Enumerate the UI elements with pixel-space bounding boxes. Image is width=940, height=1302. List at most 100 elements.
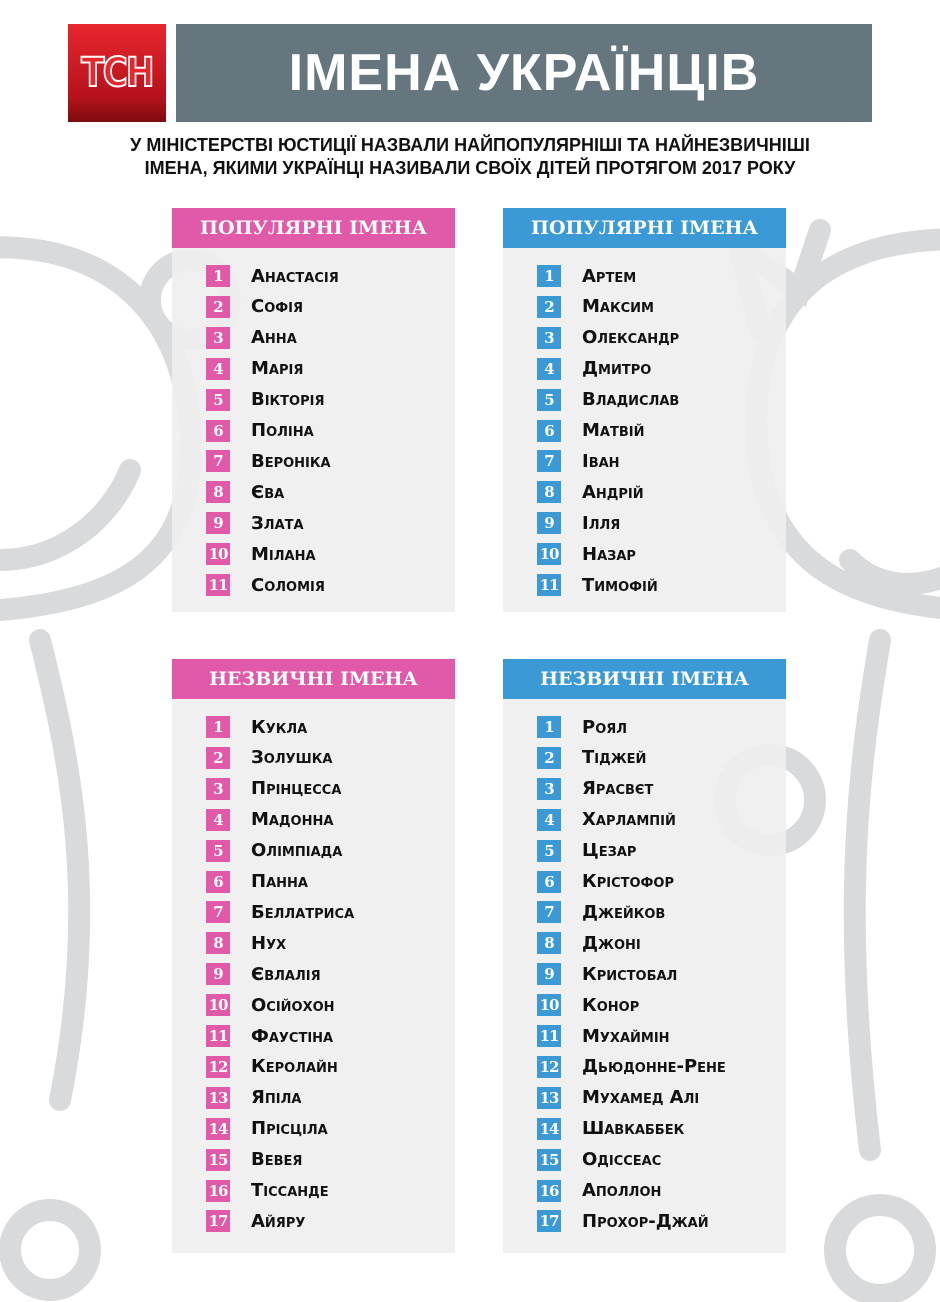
rank-badge: 13: [537, 1086, 561, 1109]
rank-badge: 8: [537, 481, 561, 504]
list-item: 11 Фаустіна: [206, 1024, 333, 1048]
rank-badge: 8: [206, 932, 230, 955]
list-item: 3 Олександр: [537, 326, 679, 350]
panel-title: ПОПУЛЯРНІ ІМЕНА: [503, 208, 786, 248]
name-label: Поліна: [251, 420, 314, 441]
name-label: Андрій: [582, 481, 644, 503]
rank-badge: 6: [206, 419, 230, 442]
list-item: 5 Владислав: [537, 388, 679, 412]
list-item: 1 Анастасія: [206, 264, 339, 288]
name-label: Джейков: [582, 901, 666, 923]
rank-badge: 2: [537, 746, 561, 769]
list-item: 14 Шавкаббек: [537, 1117, 684, 1141]
list-item: 11 Соломія: [206, 573, 325, 597]
list-item: 15 Вевея: [206, 1148, 302, 1172]
list-item: 13 Япіла: [206, 1086, 301, 1110]
rank-badge: 8: [537, 932, 561, 955]
name-label: Кукла: [251, 716, 308, 738]
list-item: 9 Злата: [206, 511, 304, 535]
rank-badge: 15: [206, 1148, 230, 1171]
list-item: 9 Євлалія: [206, 962, 321, 986]
name-label: Соломія: [251, 574, 325, 596]
list-item: 1 Артем: [537, 264, 636, 288]
list-item: 11 Тимофій: [537, 573, 658, 597]
girl-body-outline: [29, 629, 91, 1111]
name-label: Прісціла: [251, 1118, 328, 1140]
subtitle-line: У МІНІСТЕРСТВІ ЮСТИЦІЇ НАЗВАЛИ НАЙПОПУЛЯ…: [130, 135, 810, 155]
list-item: 14 Прісціла: [206, 1117, 328, 1141]
list-item: 9 Ілля: [537, 511, 620, 535]
rank-badge: 10: [537, 994, 561, 1017]
list-item: 13 Мухамед Алі: [537, 1086, 699, 1110]
name-label: Фаустіна: [251, 1025, 334, 1047]
list-item: 3 Анна: [206, 326, 297, 350]
girl-foot: [0, 1199, 101, 1301]
list-item: 5 Вікторія: [206, 388, 324, 412]
rank-badge: 4: [537, 808, 561, 831]
name-label: Прохор-Джай: [582, 1210, 709, 1232]
name-label: Єва: [251, 481, 285, 503]
rank-badge: 6: [206, 870, 230, 893]
name-label: Золушка: [251, 747, 333, 769]
list-item: 6 Крістофор: [537, 870, 674, 894]
list-item: 4 Марія: [206, 357, 303, 381]
panel-unusual-girls: НЕЗВИЧНІ ІМЕНА 1 Кукла 2 Золушка 3 Прінцесса 4 М…: [172, 659, 455, 1253]
rank-badge: 4: [206, 808, 230, 831]
panel-title: НЕЗВИЧНІ ІМЕНА: [503, 659, 786, 699]
panel-popular-boys: ПОПУЛЯРНІ ІМЕНА 1 Артем 2 Максим 3 Олександр 4 Д…: [503, 208, 786, 612]
rank-badge: 3: [206, 326, 230, 349]
rank-badge: 7: [537, 450, 561, 473]
rank-badge: 13: [206, 1086, 230, 1109]
list-item: 2 Максим: [537, 295, 654, 319]
list-item: 4 Харлампій: [537, 808, 676, 832]
name-label: Цезар: [582, 840, 637, 862]
name-label: Кристобал: [582, 963, 678, 985]
list-item: 9 Кристобал: [537, 962, 677, 986]
rank-badge: 2: [206, 746, 230, 769]
rank-badge: 4: [206, 357, 230, 380]
rank-badge: 9: [537, 963, 561, 986]
name-label: Нух: [251, 932, 287, 954]
rank-badge: 2: [206, 295, 230, 318]
boy-body-outline: [843, 629, 891, 1161]
rank-badge: 1: [206, 265, 230, 287]
rank-badge: 5: [537, 388, 561, 411]
panel-unusual-boys: НЕЗВИЧНІ ІМЕНА 1 Роял 2 Тіджей 3 Ярасвєт 4 Харла…: [503, 659, 786, 1253]
name-label: Олександр: [582, 327, 680, 349]
name-label: Вевея: [251, 1149, 303, 1171]
list-item: 4 Мадонна: [206, 808, 333, 832]
list-item: 12 Керолайн: [206, 1055, 338, 1079]
panel-title: ПОПУЛЯРНІ ІМЕНА: [172, 208, 455, 248]
rank-badge: 11: [537, 574, 561, 596]
name-label: Максим: [582, 296, 654, 318]
rank-badge: 2: [537, 295, 561, 318]
name-label: Беллатриса: [251, 901, 355, 923]
list-item: 5 Цезар: [537, 839, 636, 863]
rank-badge: 3: [537, 326, 561, 349]
name-label: Матвій: [582, 420, 645, 441]
name-label: Мухаймін: [582, 1025, 670, 1047]
rank-badge: 3: [537, 777, 561, 800]
rank-badge: 1: [537, 265, 561, 287]
rank-badge: 1: [537, 716, 561, 738]
rank-badge: 17: [206, 1210, 230, 1233]
rank-badge: 16: [206, 1179, 230, 1202]
rank-badge: 10: [206, 994, 230, 1017]
subtitle: У МІНІСТЕРСТВІ ЮСТИЦІЇ НАЗВАЛИ НАЙПОПУЛЯ…: [40, 134, 900, 180]
rank-badge: 7: [537, 901, 561, 924]
name-label: Євлалія: [251, 963, 321, 985]
name-label: Артем: [582, 265, 637, 287]
name-label: Тіссанде: [251, 1180, 329, 1201]
panel-title: НЕЗВИЧНІ ІМЕНА: [172, 659, 455, 699]
rank-badge: 11: [537, 1025, 561, 1047]
name-label: Ярасвєт: [582, 778, 654, 800]
name-label: Осійохон: [251, 994, 335, 1016]
name-label: Шавкаббек: [582, 1118, 685, 1140]
list-item: 7 Вероніка: [206, 449, 331, 473]
name-label: Злата: [251, 512, 304, 534]
rank-badge: 12: [537, 1055, 561, 1078]
rank-badge: 7: [206, 450, 230, 473]
name-label: Дмитро: [582, 358, 652, 380]
name-label: Айяру: [251, 1210, 306, 1232]
